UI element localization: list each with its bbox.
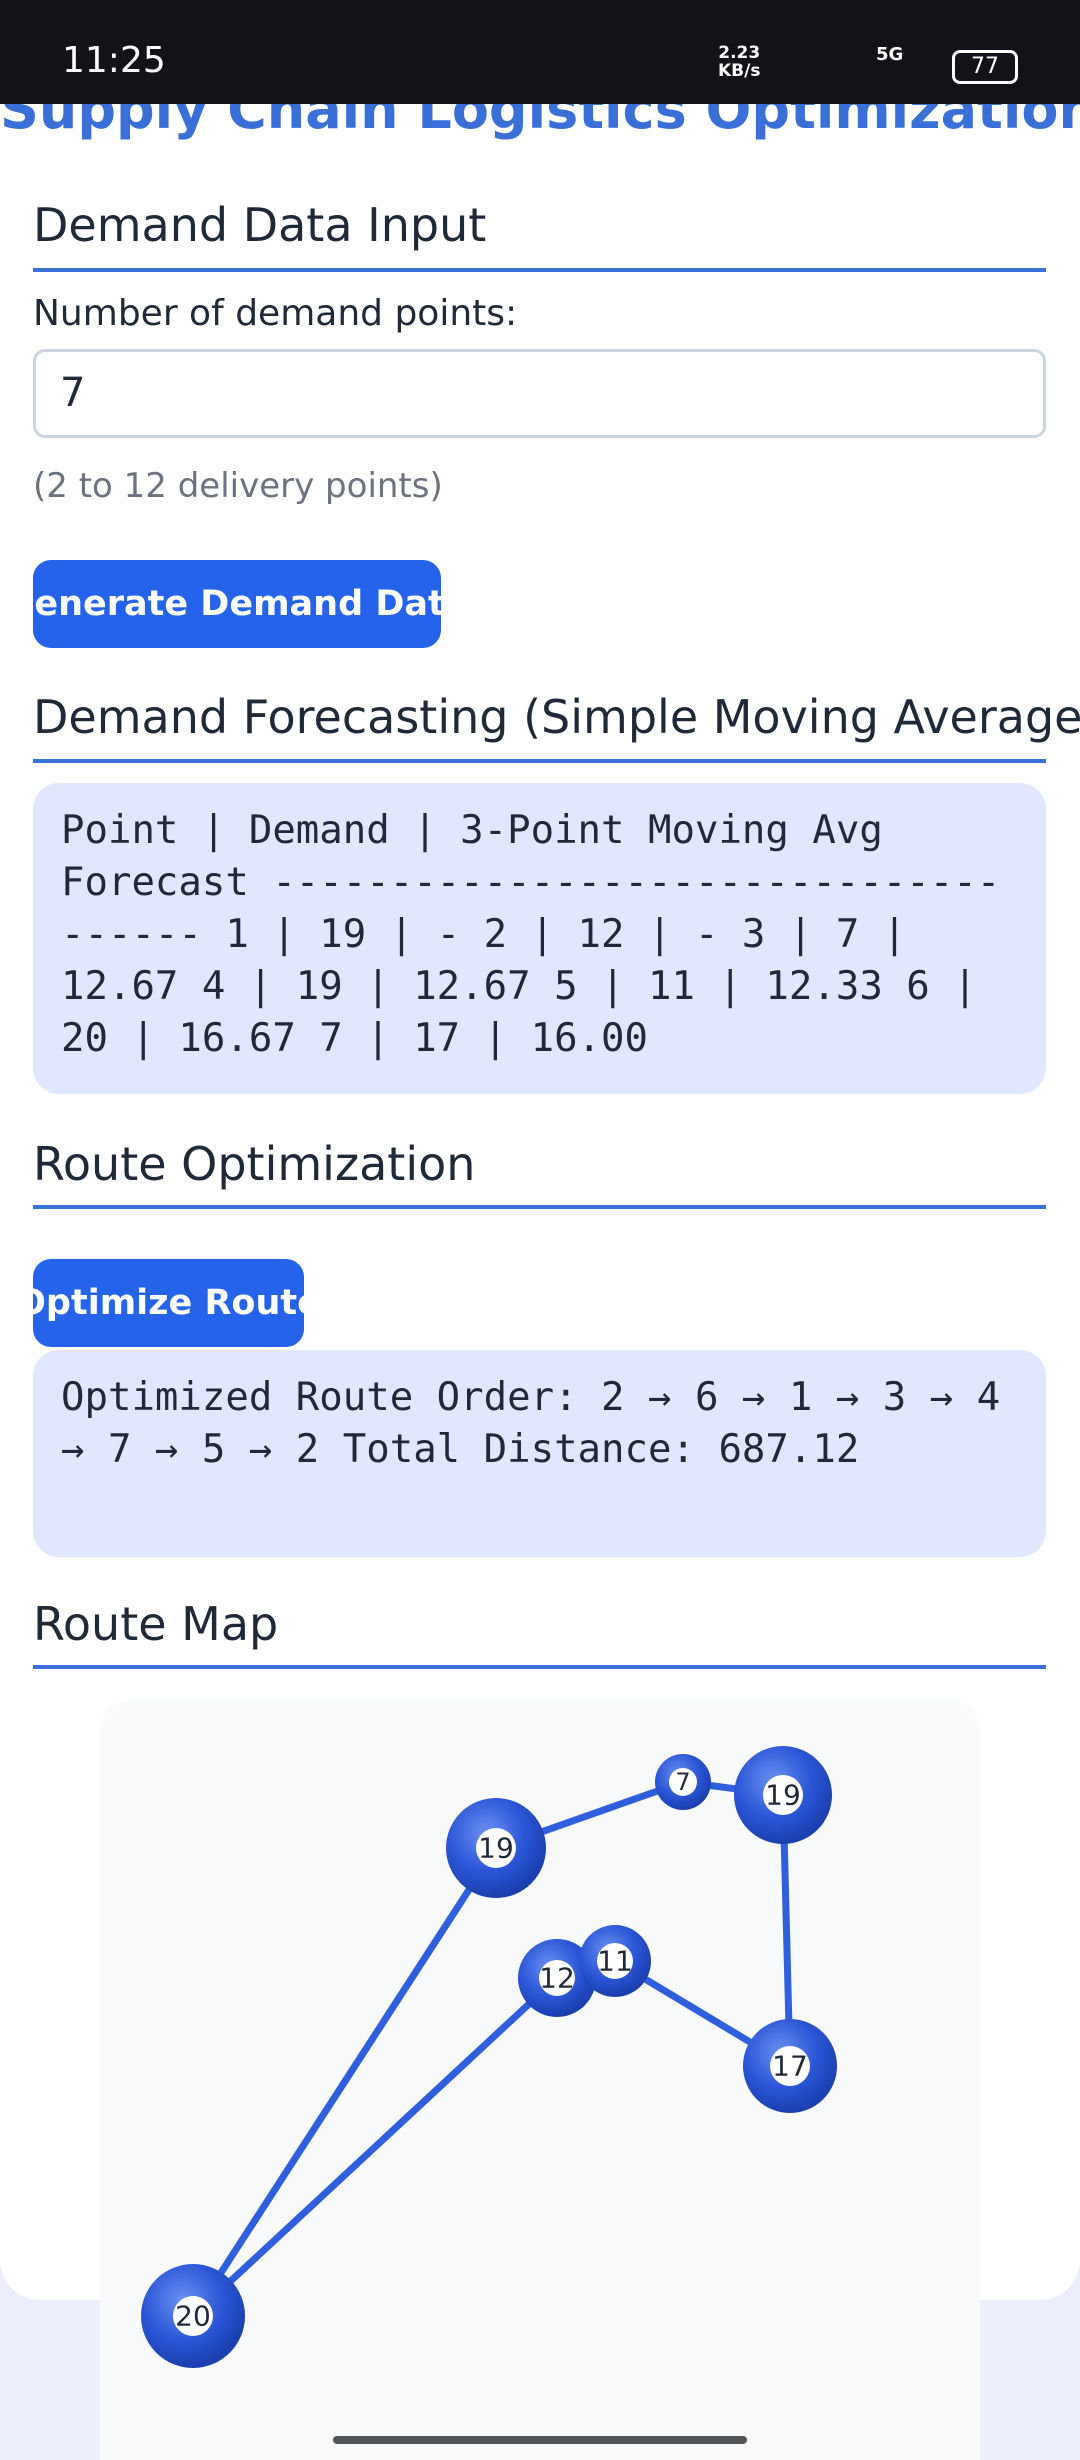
section-heading: Route Map bbox=[33, 1597, 279, 1651]
number-input[interactable]: 7 bbox=[33, 349, 1046, 438]
map-panel bbox=[100, 1700, 980, 2460]
route-edge bbox=[189, 1844, 500, 2320]
map-node: 7 bbox=[655, 1754, 711, 1810]
map-node: 19 bbox=[446, 1798, 546, 1898]
node-label: 7 bbox=[675, 1768, 690, 1796]
forecast-output: Point | Demand | 3-Point Moving Avg Fore… bbox=[33, 783, 1046, 1094]
heading-rule bbox=[33, 1205, 1046, 1209]
map-node: 11 bbox=[579, 1925, 651, 1997]
map-node: 19 bbox=[734, 1746, 832, 1844]
map-node: 17 bbox=[743, 2019, 837, 2113]
heading-rule bbox=[33, 759, 1046, 763]
input-label: Number of demand points: bbox=[33, 293, 518, 334]
section-heading: Demand Forecasting (Simple Moving Averag… bbox=[33, 690, 1080, 744]
network: 5G bbox=[876, 44, 904, 65]
node-label: 12 bbox=[539, 1962, 575, 1995]
net-speed: 2.23 KB/s bbox=[718, 44, 760, 80]
heading-rule bbox=[33, 1665, 1046, 1669]
generate-button[interactable]: Generate Demand Data bbox=[6, 560, 468, 648]
node-label: 11 bbox=[597, 1945, 633, 1978]
heading-rule bbox=[33, 268, 1046, 272]
node-label: 19 bbox=[478, 1832, 514, 1865]
section-heading: Route Optimization bbox=[33, 1137, 476, 1191]
node-label: 17 bbox=[772, 2050, 808, 2083]
route-edge bbox=[189, 1974, 561, 2320]
route-output: Optimized Route Order: 2 → 6 → 1 → 3 → 4… bbox=[33, 1350, 1046, 1557]
section-heading: Demand Data Input bbox=[33, 198, 487, 252]
optimize-button[interactable]: Optimize Route bbox=[16, 1259, 321, 1347]
map-node: 20 bbox=[141, 2264, 245, 2368]
time: 11:25 bbox=[62, 40, 166, 81]
speed: 2.23 bbox=[718, 43, 761, 63]
speed-unit: KB/s bbox=[718, 61, 761, 81]
home-indicator bbox=[333, 2436, 747, 2444]
battery: 77 bbox=[952, 50, 1018, 84]
input-hint: (2 to 12 delivery points) bbox=[33, 466, 443, 506]
node-label: 19 bbox=[765, 1779, 801, 1812]
status-bar: 11:25 2.23 KB/s 5G 77 bbox=[0, 0, 1080, 104]
node-label: 20 bbox=[175, 2300, 211, 2333]
map-node: 12 bbox=[518, 1939, 596, 2017]
